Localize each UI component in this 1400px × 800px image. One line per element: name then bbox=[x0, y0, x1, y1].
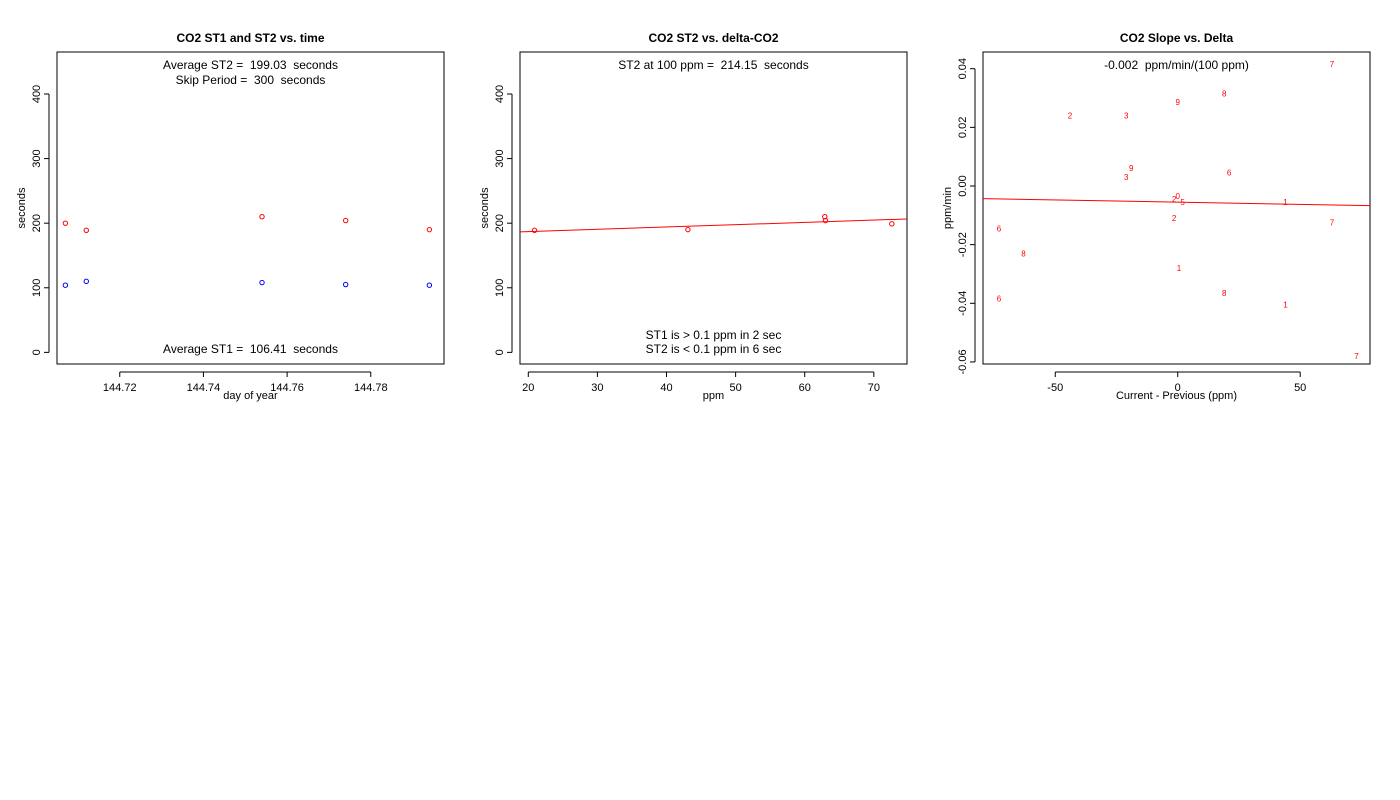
plot-annotation: Average ST1 = 106.41 seconds bbox=[163, 342, 338, 356]
y-tick-label: 400 bbox=[494, 85, 506, 103]
x-tick-label: 144.72 bbox=[103, 382, 137, 394]
data-point bbox=[822, 217, 829, 224]
fit-line bbox=[982, 198, 1371, 207]
y-tick-label: 0 bbox=[31, 349, 43, 355]
data-point bbox=[62, 282, 69, 288]
plot-annotation: ST2 at 100 ppm = 214.15 seconds bbox=[618, 58, 808, 72]
plot-annotation: Skip Period = 300 seconds bbox=[176, 73, 326, 87]
data-point-label: 6 bbox=[997, 295, 1002, 304]
x-tick-label: 50 bbox=[1294, 382, 1306, 394]
x-tick-label: 144.76 bbox=[270, 382, 304, 394]
y-tick-label: -0.06 bbox=[957, 349, 969, 374]
x-tick-label: -50 bbox=[1047, 382, 1063, 394]
x-tick-label: 70 bbox=[868, 382, 880, 394]
data-point bbox=[426, 226, 433, 233]
data-point bbox=[83, 227, 89, 233]
y-axis-label: seconds bbox=[479, 187, 491, 228]
data-point-label: 2 bbox=[1068, 111, 1073, 120]
data-point-label: 1 bbox=[1283, 198, 1288, 207]
y-tick-label: 0.02 bbox=[957, 117, 969, 138]
data-point-label: 9 bbox=[1129, 164, 1134, 173]
data-point-label: 5 bbox=[1180, 198, 1185, 207]
data-point-label: 9 bbox=[1175, 98, 1180, 107]
plot-annotation: -0.002 ppm/min/(100 ppm) bbox=[1104, 58, 1249, 72]
x-axis-label: Current - Previous (ppm) bbox=[1116, 390, 1237, 402]
y-tick-label: 100 bbox=[31, 279, 43, 297]
x-tick-label: 60 bbox=[799, 382, 811, 394]
plot-annotation: ST2 is < 0.1 ppm in 6 sec bbox=[646, 342, 782, 356]
y-axis-label: seconds bbox=[16, 187, 28, 228]
y-tick-label: 200 bbox=[31, 214, 43, 232]
x-tick-label: 144.74 bbox=[187, 382, 221, 394]
y-tick-label: 100 bbox=[494, 279, 506, 297]
data-point bbox=[531, 227, 538, 233]
data-point bbox=[83, 278, 89, 285]
plot-frame bbox=[56, 51, 445, 365]
data-point-label: 7 bbox=[1330, 218, 1335, 227]
plot-annotation: ST1 is > 0.1 ppm in 2 sec bbox=[646, 328, 782, 342]
data-point bbox=[426, 282, 433, 288]
chart-title: CO2 Slope vs. Delta bbox=[1120, 31, 1234, 45]
y-tick-label: 400 bbox=[31, 85, 43, 103]
y-tick-label: 200 bbox=[494, 214, 506, 232]
data-point-label: 2 bbox=[1172, 195, 1177, 204]
data-point-label: 3 bbox=[1124, 111, 1129, 120]
data-point bbox=[259, 214, 265, 220]
y-tick-label: -0.02 bbox=[957, 232, 969, 257]
data-point-label: 7 bbox=[1330, 60, 1335, 69]
data-point-label: 8 bbox=[1222, 89, 1227, 98]
y-tick-label: 300 bbox=[494, 149, 506, 167]
data-point bbox=[889, 221, 895, 227]
data-point-label: 1 bbox=[1177, 264, 1182, 273]
fit-line bbox=[519, 218, 908, 233]
y-axis-label: ppm/min bbox=[942, 187, 954, 229]
data-point bbox=[62, 220, 69, 226]
data-point-label: 1 bbox=[1283, 301, 1288, 310]
x-axis-label: ppm bbox=[703, 390, 724, 402]
data-point-label: 0 bbox=[1175, 192, 1180, 201]
data-point-label: 2 bbox=[1172, 214, 1177, 223]
y-tick-label: 0.00 bbox=[957, 175, 969, 196]
y-tick-label: 0 bbox=[494, 349, 506, 355]
data-point-label: 6 bbox=[997, 224, 1002, 233]
data-point-label: 8 bbox=[1021, 249, 1026, 258]
plot-frame bbox=[519, 51, 908, 365]
x-tick-label: 0 bbox=[1175, 382, 1181, 394]
y-tick-label: 300 bbox=[31, 149, 43, 167]
x-tick-label: 40 bbox=[660, 382, 672, 394]
plot-annotation: Average ST2 = 199.03 seconds bbox=[163, 58, 338, 72]
chart-title: CO2 ST2 vs. delta-CO2 bbox=[648, 31, 778, 45]
data-point-label: 6 bbox=[1227, 169, 1232, 178]
chart-title: CO2 ST1 and ST2 vs. time bbox=[176, 31, 324, 45]
data-point-label: 7 bbox=[1354, 352, 1359, 361]
data-point bbox=[342, 217, 349, 224]
x-axis-label: day of year bbox=[223, 390, 278, 402]
data-point bbox=[259, 279, 265, 286]
x-tick-label: 20 bbox=[522, 382, 534, 394]
data-point bbox=[342, 281, 349, 288]
data-point-label: 8 bbox=[1222, 289, 1227, 298]
data-point-label: 3 bbox=[1124, 173, 1129, 182]
x-tick-label: 144.78 bbox=[354, 382, 388, 394]
y-tick-label: 0.04 bbox=[957, 58, 969, 79]
y-tick-label: -0.04 bbox=[957, 291, 969, 316]
x-tick-label: 50 bbox=[729, 382, 741, 394]
data-point bbox=[685, 226, 691, 233]
x-tick-label: 30 bbox=[591, 382, 603, 394]
plot-frame bbox=[982, 51, 1371, 365]
